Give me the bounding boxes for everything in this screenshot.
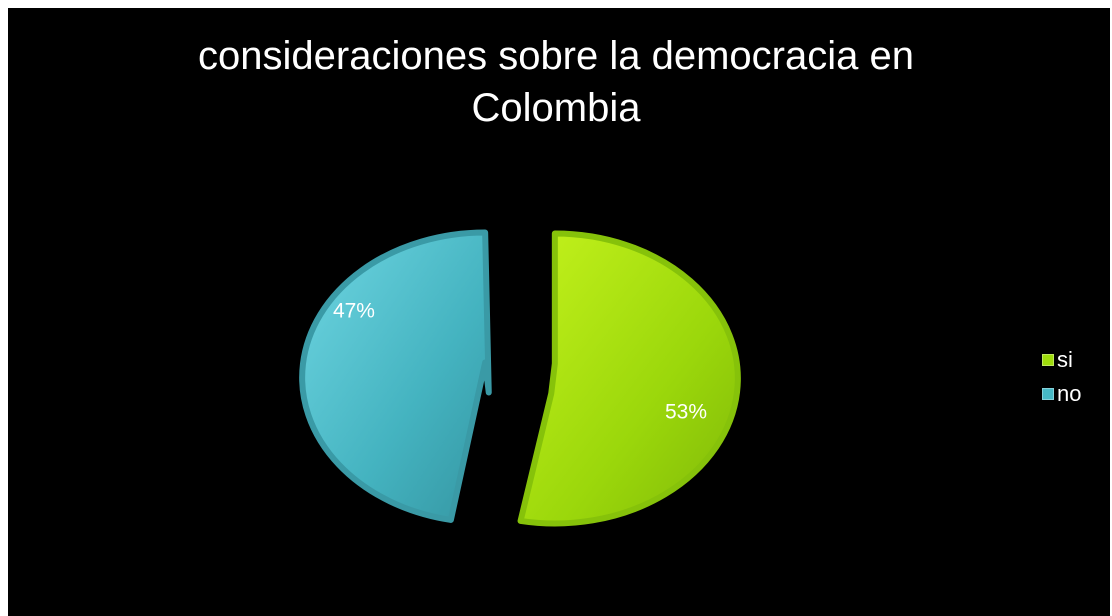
legend-label-si: si <box>1057 347 1073 373</box>
pie-slice-no <box>302 233 489 520</box>
legend: si no <box>1042 343 1081 411</box>
legend-swatch-no <box>1042 388 1054 400</box>
data-label-si: 53% <box>665 400 707 423</box>
legend-item-si: si <box>1042 343 1081 377</box>
legend-label-no: no <box>1057 381 1081 407</box>
legend-swatch-si <box>1042 354 1054 366</box>
pie-slice-si <box>521 233 738 523</box>
legend-item-no: no <box>1042 377 1081 411</box>
data-label-no: 47% <box>333 300 375 323</box>
